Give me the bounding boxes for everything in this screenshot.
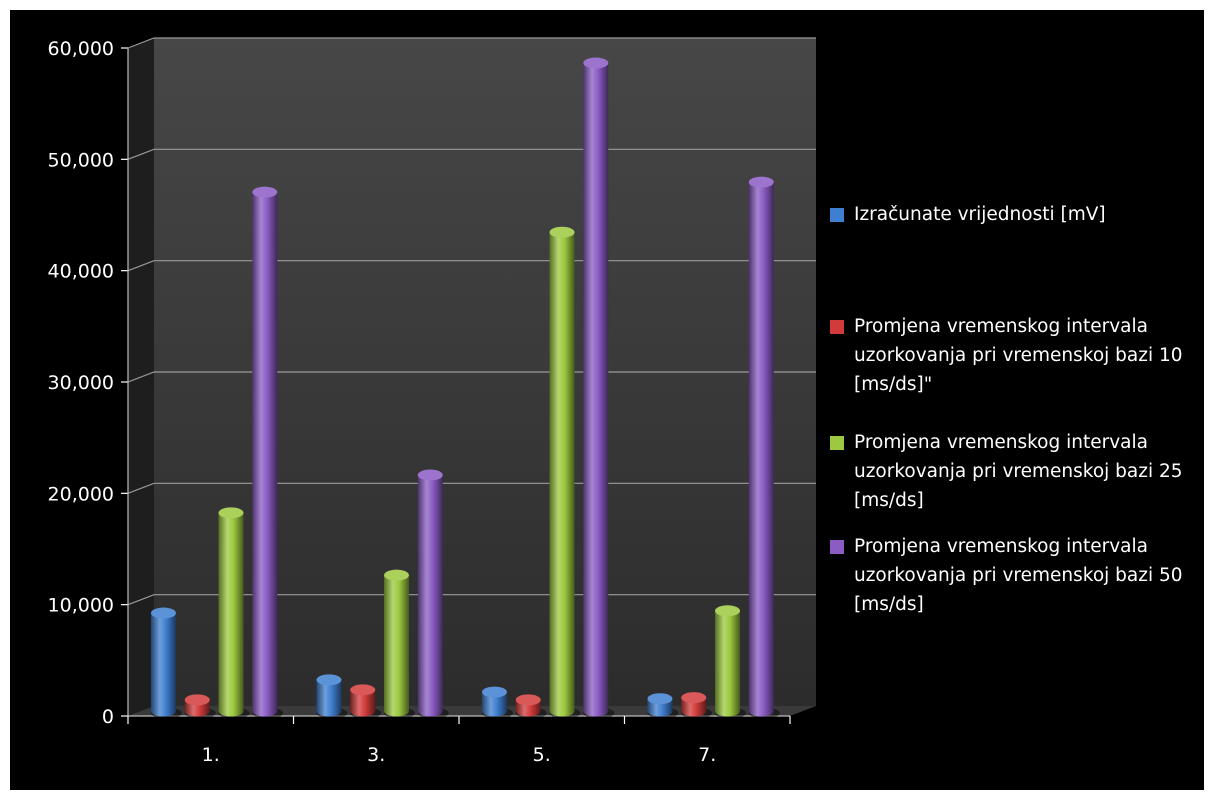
y-tick-label: 40,000 (48, 261, 114, 283)
bar-2-3 (350, 684, 382, 719)
y-tick-label: 60,000 (48, 38, 114, 60)
bars (150, 57, 780, 719)
bar-3-5 (549, 226, 581, 719)
legend-item: Promjena vremenskog intervala uzorkovanj… (828, 532, 1208, 619)
legend-label: Promjena vremenskog intervala uzorkovanj… (854, 536, 1183, 615)
gridline (127, 37, 816, 49)
legend-swatch-series-4 (830, 540, 844, 554)
legend-swatch-series-1 (830, 208, 844, 222)
y-tick-label: 30,000 (48, 372, 114, 394)
bar-chart: 0 10,000 20,000 30,000 40,000 50,000 60,000 1.… (48, 37, 816, 766)
x-tick-label: 7. (698, 744, 716, 766)
y-tick-label: 20,000 (48, 483, 114, 505)
bar-3-7 (715, 605, 747, 719)
legend-item: Promjena vremenskog intervala uzorkovanj… (828, 312, 1208, 428)
bar-4-5 (583, 57, 615, 719)
bar-1-1 (150, 607, 182, 719)
legend-label: Izračunate vrijednosti [mV] (854, 204, 1106, 225)
legend-label: Promjena vremenskog intervala uzorkovanj… (854, 432, 1183, 511)
bar-4-7 (748, 176, 780, 719)
chart-frame: 0 10,000 20,000 30,000 40,000 50,000 60,000 1.… (10, 10, 1204, 790)
y-tick-label: 0 (102, 706, 114, 728)
bar-1-3 (316, 674, 348, 719)
legend-item: Promjena vremenskog intervala uzorkovanj… (828, 428, 1208, 532)
legend-swatch-series-2 (830, 320, 844, 334)
floor (128, 706, 816, 716)
y-tick-label: 10,000 (48, 595, 114, 617)
bar-2-7 (681, 692, 713, 719)
x-tick-labels: 1. 3. 5. 7. (202, 744, 717, 766)
x-tick-label: 3. (367, 744, 385, 766)
legend-swatch-series-3 (830, 436, 844, 450)
y-tick-label: 50,000 (48, 149, 114, 171)
bar-1-7 (647, 693, 679, 719)
axes (121, 47, 791, 724)
bar-4-3 (417, 469, 449, 719)
legend: Izračunate vrijednosti [mV] Promjena vre… (828, 200, 1208, 619)
bar-3-1 (218, 507, 250, 719)
legend-label: Promjena vremenskog intervala uzorkovanj… (854, 316, 1183, 395)
bar-4-1 (252, 186, 284, 719)
x-tick-label: 1. (202, 744, 220, 766)
bar-1-5 (481, 686, 513, 719)
legend-item: Izračunate vrijednosti [mV] (828, 200, 1208, 312)
x-tick-label: 5. (533, 744, 551, 766)
bar-3-3 (384, 569, 416, 719)
bar-2-1 (184, 694, 216, 719)
bar-2-5 (515, 694, 547, 719)
y-tick-labels: 0 10,000 20,000 30,000 40,000 50,000 60,000 (48, 38, 114, 728)
